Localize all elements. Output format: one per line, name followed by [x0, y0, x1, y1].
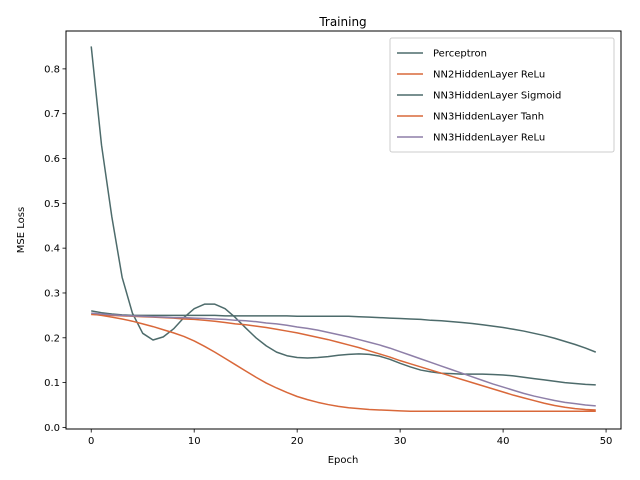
y-tick-label-2: 0.2: [44, 333, 60, 344]
y-tick-label-1: 0.1: [44, 378, 60, 389]
series-line-2: [91, 310, 597, 353]
series-line-1: [91, 313, 596, 413]
y-tick-label-6: 0.6: [44, 154, 60, 165]
legend: Perceptron NN2HiddenLayer ReLu NN3HiddenLa…: [389, 37, 615, 153]
y-tick-label-0: 0.0: [44, 423, 60, 434]
legend-box: [389, 37, 615, 153]
legend-label-3: NN3HiddenLayer Tanh: [433, 112, 544, 123]
x-axis-label: Epoch: [328, 455, 359, 466]
x-axis: 0 10 20 30 40 50: [88, 429, 612, 447]
axes-frame: [65, 30, 622, 430]
x-tick-label-4: 40: [497, 436, 510, 447]
series-line-0: [90, 46, 596, 386]
legend-items: Perceptron NN2HiddenLayer ReLu NN3HiddenLa…: [397, 49, 561, 144]
y-tick-label-8: 0.8: [44, 64, 60, 75]
y-tick-label-5: 0.5: [44, 199, 60, 210]
chart-title: Training: [318, 15, 366, 29]
series-layer: [90, 46, 597, 413]
y-axis: 0.0 0.1 0.2 0.3 0.4 0.5 0.6 0.7 0.8: [44, 64, 66, 434]
x-tick-label-5: 50: [600, 436, 613, 447]
x-tick-label-1: 10: [188, 436, 201, 447]
legend-label-2: NN3HiddenLayer Sigmoid: [433, 91, 561, 102]
y-tick-label-3: 0.3: [44, 288, 60, 299]
x-tick-label-3: 30: [394, 436, 407, 447]
series-line-3: [91, 313, 596, 411]
y-tick-label-4: 0.4: [44, 244, 60, 255]
series-line-4: [91, 312, 596, 407]
x-tick-label-2: 20: [291, 436, 304, 447]
y-axis-label: MSE Loss: [16, 207, 27, 253]
legend-label-4: NN3HiddenLayer ReLu: [433, 133, 545, 144]
legend-label-0: Perceptron: [433, 49, 487, 60]
plot-area: [65, 30, 622, 430]
y-tick-label-7: 0.7: [44, 109, 60, 120]
legend-label-1: NN2HiddenLayer ReLu: [433, 70, 545, 81]
x-tick-label-0: 0: [88, 436, 94, 447]
